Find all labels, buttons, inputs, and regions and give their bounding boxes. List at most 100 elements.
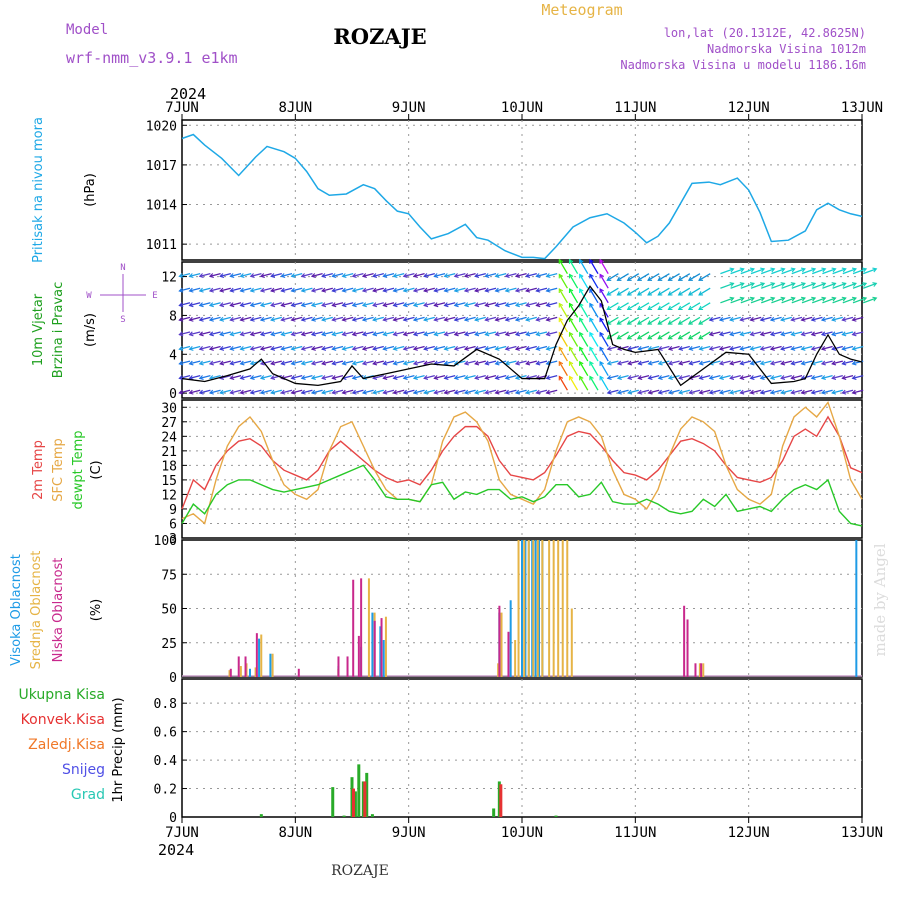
wind-arrow bbox=[536, 287, 548, 292]
wind-arrow bbox=[606, 305, 612, 311]
wind-arrow bbox=[760, 360, 772, 365]
wind-arrow bbox=[769, 316, 775, 322]
wind-arrow bbox=[362, 273, 374, 278]
wind-arrow bbox=[790, 296, 796, 302]
wind-arrow bbox=[811, 282, 817, 287]
wind-arrow bbox=[280, 316, 286, 322]
wind-arrow bbox=[708, 346, 714, 351]
clouds-ytick-label: 50 bbox=[161, 603, 177, 618]
wind-arrow bbox=[770, 375, 782, 380]
wind-arrow bbox=[208, 273, 214, 279]
wind-arrow bbox=[546, 360, 558, 365]
wind-arrow bbox=[647, 302, 660, 311]
wind-arrow bbox=[352, 287, 364, 292]
wind-arrow bbox=[821, 389, 833, 394]
wind-arrow bbox=[495, 389, 507, 394]
wind-arrow bbox=[842, 282, 857, 289]
wind-arrow bbox=[648, 375, 660, 380]
wind-arrow bbox=[822, 297, 836, 304]
temperature-ytick-label: 6 bbox=[169, 517, 177, 532]
wind-arrow bbox=[361, 346, 367, 351]
wind-arrow bbox=[474, 345, 486, 350]
wind-arrow bbox=[372, 273, 384, 278]
wind-arrow bbox=[627, 360, 633, 366]
wind-arrow bbox=[433, 273, 439, 279]
wind-arrow bbox=[558, 259, 568, 274]
wind-arrow bbox=[862, 268, 877, 275]
wind-arrow bbox=[678, 345, 690, 350]
wind-arrow bbox=[688, 302, 701, 311]
wind-arrow bbox=[198, 273, 204, 279]
wind-arrow bbox=[270, 316, 282, 321]
clouds-ytick-label: 100 bbox=[154, 534, 177, 549]
wind-arrow bbox=[342, 331, 354, 336]
credit-label: made by Angel bbox=[871, 543, 889, 656]
elevation-label: Nadmorska Visina 1012m bbox=[707, 42, 866, 56]
wind-arrow bbox=[657, 273, 670, 281]
cloud-mid-bar bbox=[228, 670, 231, 677]
wind-arrow bbox=[831, 267, 837, 273]
wind-arrow bbox=[321, 360, 333, 365]
wind-arrow bbox=[760, 331, 772, 336]
wind-arrow bbox=[230, 316, 242, 321]
wind-arrow bbox=[310, 389, 316, 395]
wind-arrow bbox=[301, 302, 313, 307]
sfc-temp-axis-title: SFC Temp bbox=[51, 438, 66, 502]
footer-station-label: ROZAJE bbox=[331, 863, 389, 879]
wind-arrow bbox=[841, 360, 847, 366]
wind-arrow bbox=[558, 375, 564, 381]
wind-arrow bbox=[198, 389, 204, 395]
wind-arrow bbox=[495, 331, 507, 336]
wind-arrow bbox=[464, 316, 476, 321]
wind-arrow bbox=[535, 316, 541, 322]
cloud-low-bar bbox=[229, 668, 232, 677]
wind-arrow bbox=[485, 273, 497, 278]
wind-arrow bbox=[412, 346, 418, 351]
wind-arrow bbox=[820, 316, 826, 322]
wind-arrow bbox=[589, 273, 594, 279]
wind-arrow bbox=[301, 316, 313, 321]
cloud-axis-unit: (%) bbox=[89, 599, 104, 622]
product-title: Meteogram bbox=[541, 1, 622, 19]
wind-arrow bbox=[568, 302, 574, 308]
wind-arrow bbox=[558, 317, 568, 333]
wind-arrow bbox=[842, 389, 854, 394]
wind-arrow bbox=[770, 316, 782, 321]
wind-arrow bbox=[270, 389, 282, 394]
wind-arrow bbox=[311, 316, 323, 321]
wind-arrow bbox=[230, 345, 242, 350]
wind-arrow bbox=[687, 291, 693, 296]
wind-arrow bbox=[403, 287, 415, 292]
wind-arrow bbox=[230, 375, 242, 380]
wind-arrow bbox=[514, 346, 520, 351]
wind-arrow bbox=[281, 273, 293, 278]
wind-arrow bbox=[250, 375, 262, 380]
wind-arrow bbox=[351, 302, 357, 308]
wind-arrow bbox=[658, 360, 670, 365]
wind-arrow bbox=[249, 389, 255, 395]
wind-arrow bbox=[178, 273, 184, 279]
wind-arrow bbox=[321, 331, 333, 336]
wind-arrow bbox=[579, 332, 589, 347]
wind-arrow bbox=[599, 274, 609, 289]
wind-arrow bbox=[208, 389, 214, 395]
cloud-mid-bar bbox=[239, 666, 242, 677]
wind-arrow bbox=[382, 346, 388, 351]
wind-arrow bbox=[525, 389, 531, 395]
wind-arrow bbox=[453, 331, 459, 337]
wind-arrow bbox=[291, 375, 303, 380]
wind-arrow bbox=[708, 389, 714, 395]
wind-arrow bbox=[800, 346, 806, 351]
wind-arrow bbox=[342, 345, 354, 350]
wind-arrow bbox=[759, 360, 765, 366]
wind-arrow bbox=[463, 273, 469, 279]
wind-arrow bbox=[599, 317, 609, 333]
wind-arrow bbox=[729, 282, 735, 287]
wind-arrow bbox=[413, 375, 425, 380]
wind-arrow bbox=[402, 273, 408, 279]
wind-arrow bbox=[515, 331, 527, 336]
wind-arrow bbox=[382, 302, 388, 308]
pressure-ytick-label: 1020 bbox=[146, 119, 177, 134]
cloud-low-bar bbox=[507, 631, 510, 677]
